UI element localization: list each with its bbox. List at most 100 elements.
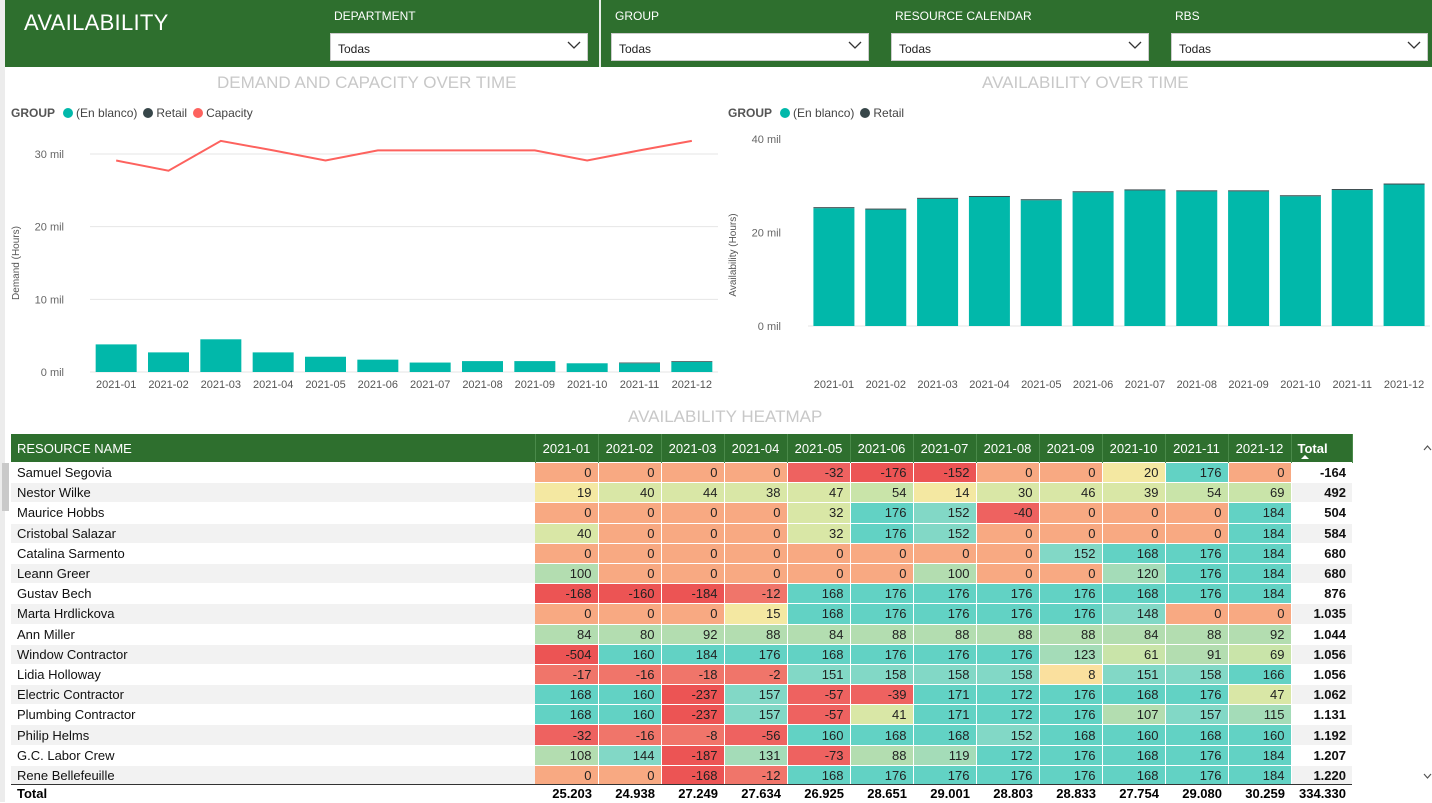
heatmap-cell: 0 <box>535 603 599 624</box>
column-header-month[interactable]: 2021-09 <box>1039 434 1103 463</box>
bar-retail[interactable] <box>1124 189 1166 191</box>
rbs-slicer[interactable]: Todas <box>1171 33 1428 61</box>
table-row[interactable]: Samuel Segovia 0 0 0 0 -32 -176 -152 0 0 20 176 0 -16… <box>11 461 1352 483</box>
bar-blank[interactable] <box>619 363 660 372</box>
column-header-month[interactable]: 2021-01 <box>535 434 599 463</box>
bar-retail[interactable] <box>1383 183 1425 185</box>
heatmap-cell: 14 <box>913 482 977 503</box>
bar-blank[interactable] <box>252 352 294 372</box>
heatmap-cell: 88 <box>850 744 914 766</box>
scroll-up-icon[interactable] <box>1423 444 1432 452</box>
bar-retail[interactable] <box>1020 199 1062 201</box>
column-header-total[interactable]: Total <box>1291 434 1353 463</box>
heatmap-scrollbar[interactable] <box>1423 434 1432 786</box>
heatmap-cell: 0 <box>535 502 599 524</box>
bar-retail[interactable] <box>1228 190 1270 192</box>
heatmap-cell: -237 <box>661 704 725 725</box>
bar-blank[interactable] <box>813 208 855 326</box>
bar-blank[interactable] <box>95 344 137 372</box>
column-header-month[interactable]: 2021-07 <box>913 434 977 463</box>
heatmap-cell: 176 <box>1039 583 1103 604</box>
table-row[interactable]: Lidia Holloway -17 -16 -18 -2 151 158 158 158 8 15… <box>11 663 1352 685</box>
table-row[interactable]: Catalina Sarmento 0 0 0 0 0 0 0 0 152 168 176 184 680 <box>11 542 1352 564</box>
bar-retail[interactable] <box>813 207 855 209</box>
bar-blank[interactable] <box>409 362 451 372</box>
column-header-resource-name[interactable]: RESOURCE NAME <box>11 434 536 463</box>
column-header-month[interactable]: 2021-04 <box>724 434 788 463</box>
heatmap-cell: 107 <box>1102 704 1166 725</box>
bar-blank[interactable] <box>514 361 556 372</box>
bar-retail[interactable] <box>619 362 660 364</box>
scroll-down-icon[interactable] <box>1423 772 1432 780</box>
column-header-month[interactable]: 2021-05 <box>787 434 851 463</box>
bar-blank[interactable] <box>1383 184 1425 326</box>
table-row[interactable]: Philip Helms -32 -16 -8 -56 160 168 168 152 168 16… <box>11 724 1352 746</box>
bar-blank[interactable] <box>148 352 189 372</box>
bar-blank[interactable] <box>865 209 907 326</box>
table-row[interactable]: Rene Bellefeuille 0 0 -168 -12 168 176 176 176 17… <box>11 764 1352 785</box>
heatmap-cell: 0 <box>1102 502 1166 524</box>
heatmap-cell: 152 <box>913 502 977 524</box>
resource-calendar-slicer[interactable]: Todas <box>891 33 1149 61</box>
bar-retail[interactable] <box>1279 195 1321 197</box>
table-row[interactable]: Window Contractor -504 160 184 176 168 176 176 1… <box>11 643 1352 665</box>
column-header-month[interactable]: 2021-12 <box>1228 434 1292 463</box>
column-header-month[interactable]: 2021-10 <box>1102 434 1166 463</box>
bar-blank[interactable] <box>200 339 242 372</box>
bar-blank[interactable] <box>357 359 399 372</box>
heatmap-cell: 184 <box>661 643 725 665</box>
table-row[interactable]: Leann Greer 100 0 0 0 0 0 100 0 0 120 176 184 680 <box>11 562 1352 584</box>
table-row[interactable]: G.C. Labor Crew 108 144 -187 131 -73 88 119 172 1… <box>11 744 1352 766</box>
bar-blank[interactable] <box>566 363 608 372</box>
table-row[interactable]: Ann Miller 84 80 92 88 84 88 88 88 88 84 88 92 1.044 <box>11 623 1352 645</box>
table-row[interactable]: Nestor Wilke 19 40 44 38 47 54 14 30 46 39 54 69 492 <box>11 482 1352 503</box>
x-tick-label: 2021-03 <box>201 379 241 391</box>
bar-blank[interactable] <box>968 196 1010 326</box>
availability-heatmap-table: RESOURCE NAME 2021-01 2021-02 2021-03 2021-… <box>11 434 1353 785</box>
bar-retail[interactable] <box>671 361 713 362</box>
bar-blank[interactable] <box>1279 196 1321 326</box>
column-header-month[interactable]: 2021-08 <box>976 434 1040 463</box>
bar-blank[interactable] <box>1020 200 1062 326</box>
bar-blank[interactable] <box>462 361 503 372</box>
legend-item-capacity[interactable]: Capacity <box>206 106 253 120</box>
bar-blank[interactable] <box>1072 192 1114 326</box>
legend-item-blank[interactable]: (En blanco) <box>793 106 855 120</box>
page-title: AVAILABILITY <box>24 10 169 35</box>
column-header-month[interactable]: 2021-02 <box>598 434 662 463</box>
heatmap-cell: 0 <box>535 461 599 483</box>
bar-retail[interactable] <box>1331 189 1373 191</box>
bar-blank[interactable] <box>917 198 959 326</box>
bar-retail[interactable] <box>968 195 1010 197</box>
bar-retail[interactable] <box>865 208 907 210</box>
scroll-thumb[interactable] <box>2 463 9 511</box>
column-header-month[interactable]: 2021-06 <box>850 434 914 463</box>
legend-item-blank[interactable]: (En blanco) <box>76 106 138 120</box>
legend-item-retail[interactable]: Retail <box>873 106 905 120</box>
heatmap-cell: 0 <box>1102 522 1166 544</box>
bar-retail[interactable] <box>1072 191 1114 193</box>
legend-item-retail[interactable]: Retail <box>156 106 188 120</box>
bar-blank[interactable] <box>1228 191 1270 326</box>
bar-blank[interactable] <box>1124 190 1166 326</box>
bar-blank[interactable] <box>305 356 346 372</box>
column-header-month[interactable]: 2021-03 <box>661 434 725 463</box>
table-row[interactable]: Maurice Hobbs 0 0 0 0 32 176 152 -40 0 0 0 184 504 <box>11 502 1352 524</box>
bar-retail[interactable] <box>917 197 959 199</box>
bar-blank[interactable] <box>1331 190 1373 326</box>
table-row[interactable]: Cristobal Salazar 40 0 0 0 32 176 152 0 0 0 0 184 584 <box>11 522 1352 544</box>
bar-retail[interactable] <box>1176 190 1218 192</box>
bar-blank[interactable] <box>1176 191 1218 326</box>
bar-blank[interactable] <box>671 361 713 372</box>
capacity-line[interactable] <box>115 139 693 172</box>
group-slicer[interactable]: Todas <box>611 33 869 61</box>
table-row[interactable]: Gustav Bech -168 -160 -184 -12 168 176 176 176 17… <box>11 583 1352 604</box>
table-row[interactable]: Marta Hrdlickova 0 0 0 15 168 176 176 176 176 148 0… <box>11 603 1352 624</box>
heatmap-cell: 47 <box>787 482 851 503</box>
column-header-month[interactable]: 2021-11 <box>1165 434 1229 463</box>
department-slicer[interactable]: Todas <box>330 33 588 61</box>
heatmap-cell: 176 <box>850 764 914 785</box>
chevron-down-icon <box>1407 41 1421 49</box>
table-row[interactable]: Plumbing Contractor 168 160 -237 157 -57 41 171… <box>11 704 1352 725</box>
table-row[interactable]: Electric Contractor 168 160 -237 157 -57 -39 17… <box>11 684 1352 705</box>
